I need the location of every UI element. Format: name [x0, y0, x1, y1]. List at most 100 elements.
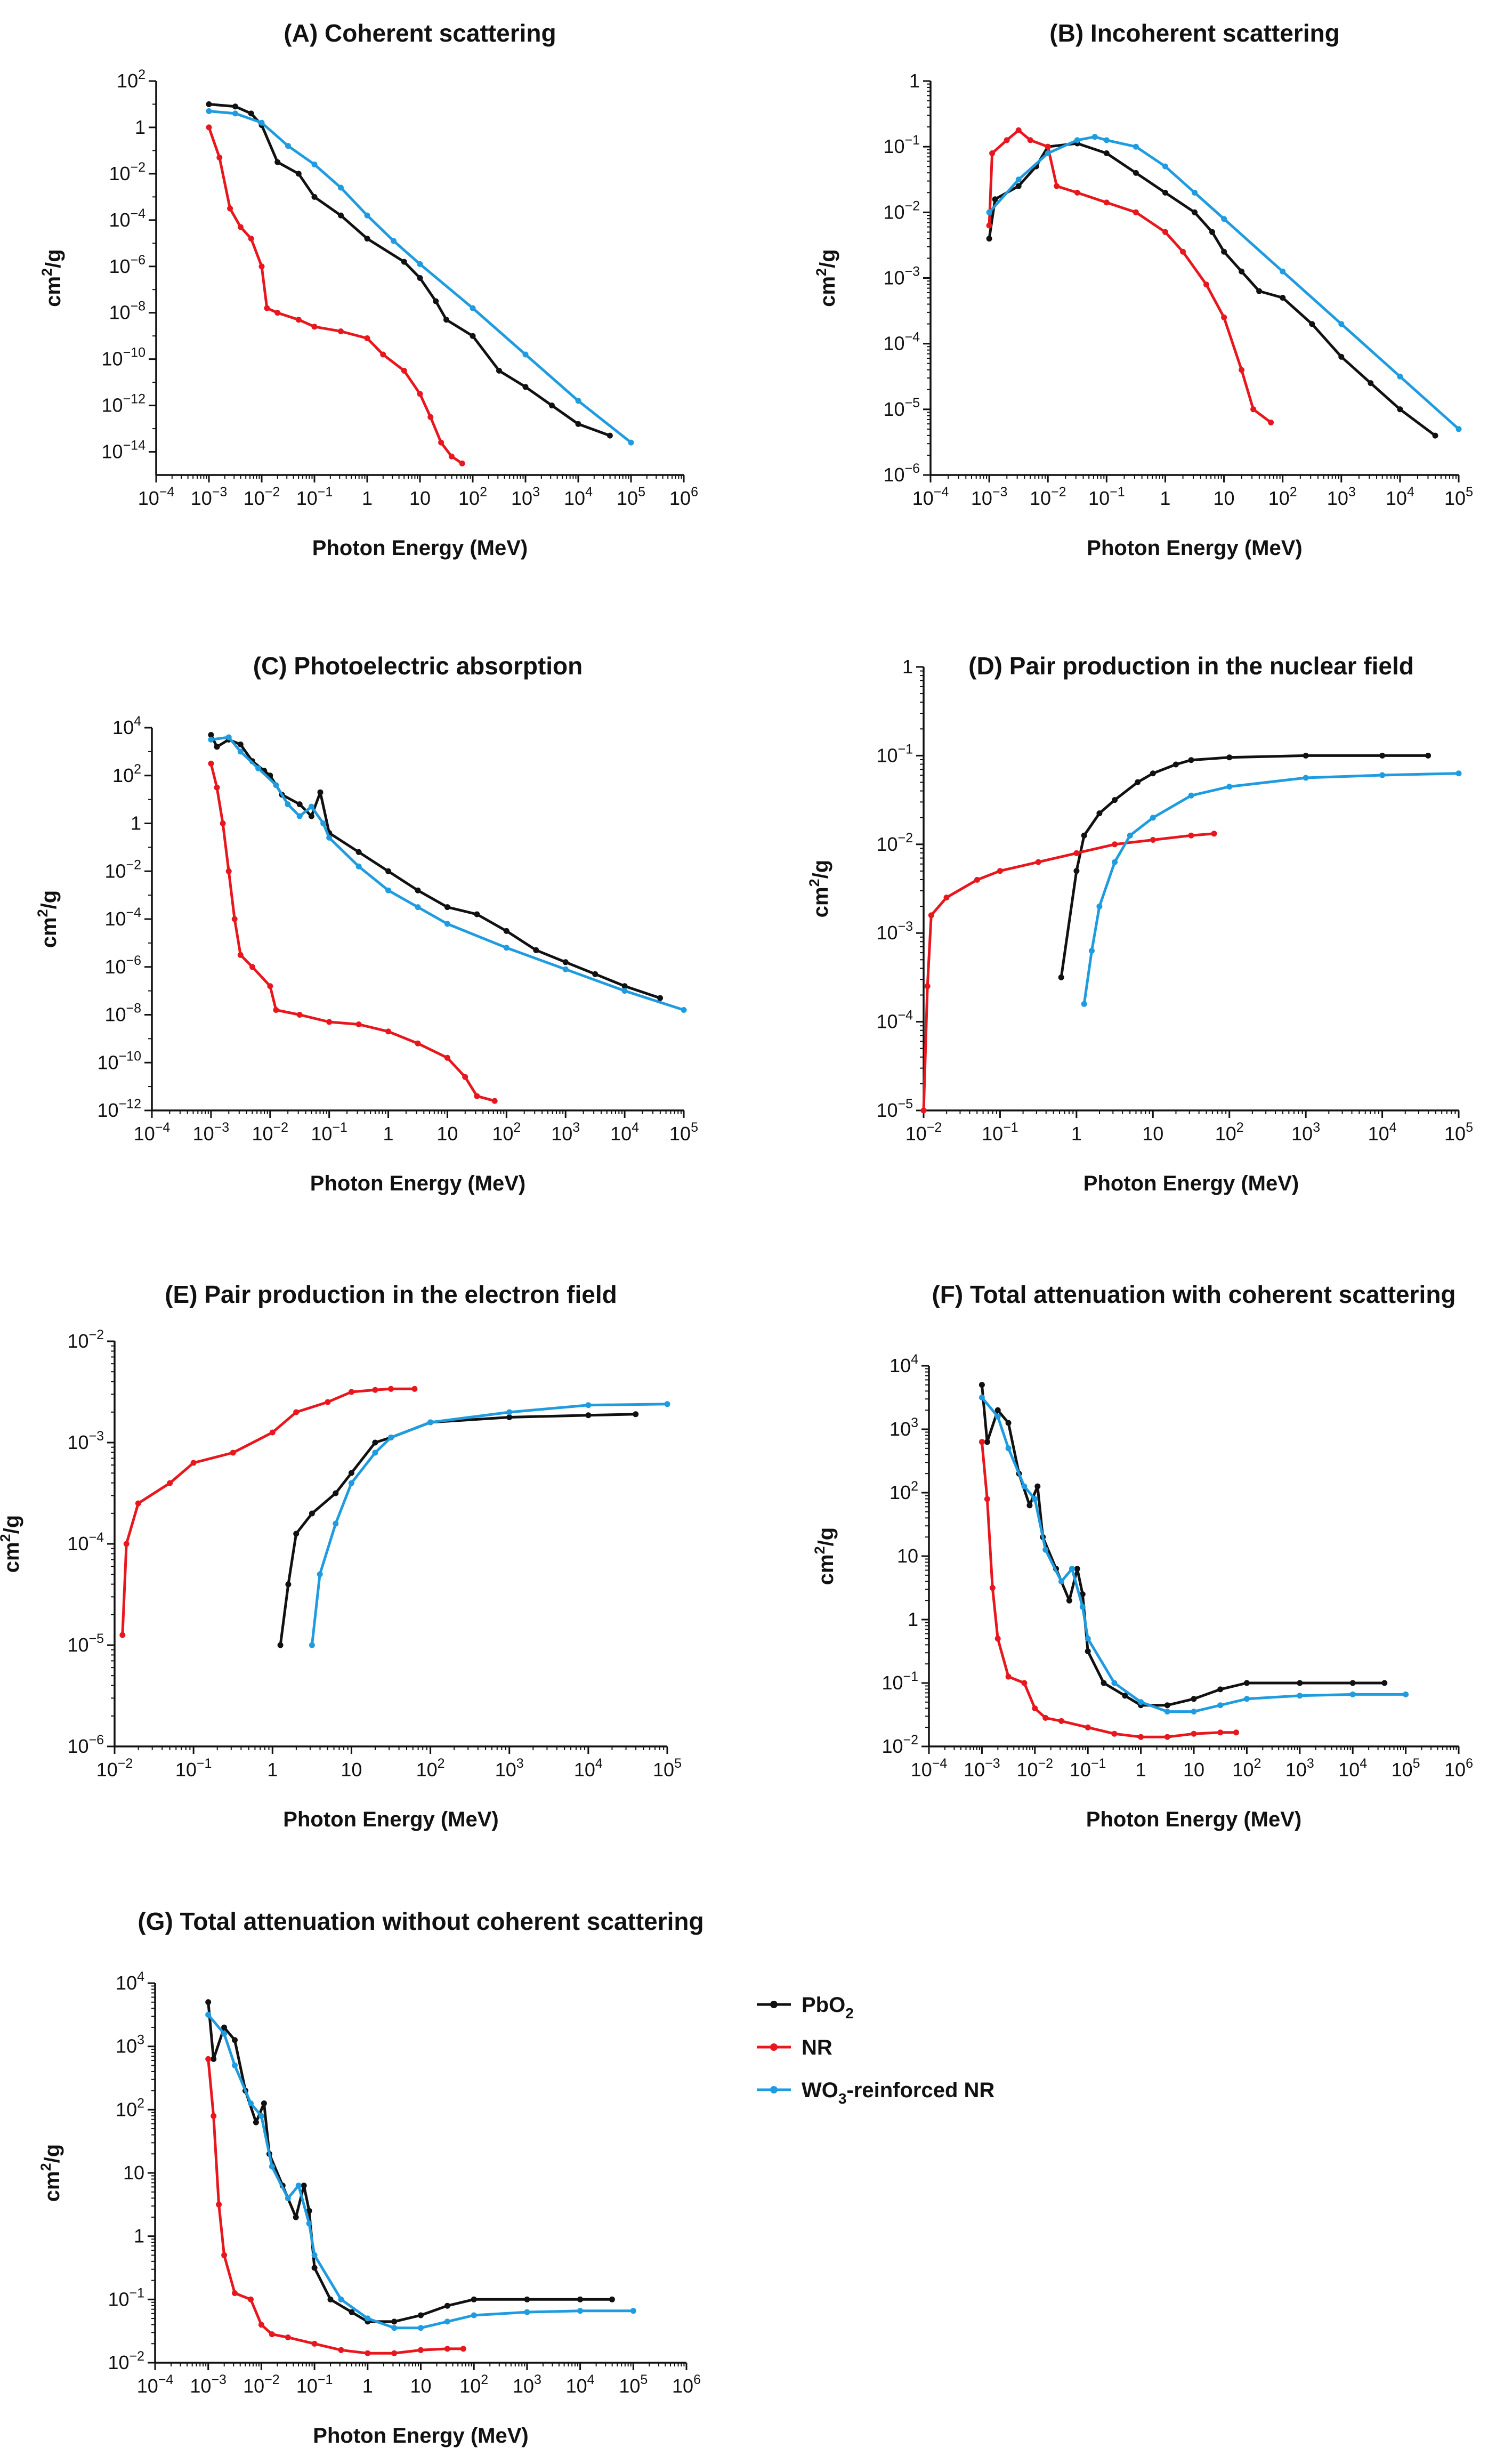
data-point-PbO2 — [1432, 432, 1438, 439]
data-point-NR — [264, 305, 270, 311]
data-point-PbO2 — [1122, 1693, 1128, 1699]
data-point-WO3_NR — [348, 1480, 354, 1486]
data-point-WO3_NR — [1221, 216, 1227, 222]
data-point-NR — [338, 328, 344, 334]
data-point-WO3_NR — [1188, 792, 1194, 799]
x-tick-label: 104 — [610, 1120, 639, 1145]
series-line-PbO2 — [207, 2002, 612, 2323]
y-axis-label: cm2/g — [812, 1527, 838, 1585]
x-tick-label: 104 — [566, 2372, 595, 2397]
data-point-PbO2 — [301, 2183, 307, 2189]
data-point-NR — [1164, 1734, 1170, 1740]
data-point-NR — [355, 1021, 362, 1027]
data-point-WO3_NR — [306, 2220, 312, 2227]
data-point-WO3_NR — [1349, 1691, 1356, 1697]
x-tick-label: 106 — [669, 485, 698, 509]
data-point-PbO2 — [1164, 1702, 1170, 1709]
data-point-NR — [1032, 1705, 1038, 1712]
data-point-PbO2 — [1133, 170, 1139, 176]
x-tick-label: 10−2 — [1030, 485, 1066, 509]
data-point-PbO2 — [1112, 797, 1118, 803]
y-tick-label: 104 — [116, 1969, 144, 1994]
data-point-PbO2 — [562, 959, 569, 965]
x-tick-label: 10−1 — [1070, 1756, 1106, 1781]
data-point-NR — [231, 916, 238, 922]
data-point-WO3_NR — [1005, 1445, 1012, 1452]
data-point-NR — [986, 222, 992, 229]
data-point-PbO2 — [401, 259, 407, 265]
y-tick-label: 1 — [131, 812, 141, 834]
series-line-NR — [922, 832, 1215, 1111]
data-point-WO3_NR — [295, 2183, 302, 2189]
data-point-PbO2 — [1096, 810, 1103, 817]
data-point-PbO2 — [585, 1412, 592, 1419]
data-point-NR — [167, 1480, 173, 1486]
data-point-NR — [295, 317, 302, 323]
y-tick-label: 104 — [112, 714, 141, 738]
data-point-WO3_NR — [225, 734, 232, 740]
data-point-PbO2 — [1309, 321, 1315, 327]
data-point-PbO2 — [293, 1531, 300, 1537]
data-point-PbO2 — [317, 789, 324, 795]
data-point-PbO2 — [1221, 248, 1227, 255]
panel-F: (F) Total attenuation with coherent scat… — [812, 1281, 1473, 1831]
data-point-WO3_NR — [326, 834, 333, 841]
y-tick-label: 10−2 — [882, 1733, 918, 1757]
x-tick-label: 105 — [669, 1120, 698, 1145]
y-tick-label: 103 — [889, 1415, 918, 1440]
data-point-PbO2 — [1338, 353, 1345, 360]
data-point-NR — [293, 1409, 300, 1415]
x-tick-label: 10−3 — [193, 1120, 230, 1145]
data-point-NR — [205, 2056, 212, 2062]
data-point-PbO2 — [443, 317, 449, 323]
y-tick-label: 10−2 — [104, 857, 141, 882]
data-point-PbO2 — [979, 1382, 985, 1388]
data-point-NR — [474, 1093, 480, 1099]
data-point-PbO2 — [984, 1439, 990, 1445]
y-tick-label: 10−6 — [67, 1733, 104, 1757]
data-point-PbO2 — [309, 1510, 315, 1517]
x-tick-label: 103 — [1327, 485, 1356, 509]
x-tick-label: 102 — [458, 485, 487, 509]
data-point-PbO2 — [575, 421, 581, 427]
data-point-PbO2 — [221, 2024, 228, 2031]
x-tick-label: 10−3 — [191, 485, 228, 509]
data-point-WO3_NR — [1243, 1696, 1250, 1702]
data-point-PbO2 — [333, 1490, 339, 1496]
legend-item-NR: NR — [757, 2036, 832, 2059]
data-point-NR — [1112, 841, 1118, 848]
data-point-WO3_NR — [1069, 1566, 1075, 1572]
data-point-PbO2 — [1303, 752, 1309, 759]
data-point-WO3_NR — [524, 2309, 530, 2315]
data-point-WO3_NR — [1403, 1691, 1409, 1697]
data-point-PbO2 — [327, 2296, 334, 2302]
data-point-NR — [248, 2296, 254, 2302]
data-point-WO3_NR — [1297, 1693, 1303, 1699]
data-point-PbO2 — [992, 196, 998, 203]
data-point-PbO2 — [277, 1642, 284, 1648]
data-point-NR — [1027, 137, 1033, 143]
data-point-PbO2 — [1026, 1502, 1033, 1509]
data-point-PbO2 — [1239, 268, 1245, 275]
y-tick-label: 1 — [908, 1608, 918, 1630]
data-point-NR — [1074, 189, 1080, 196]
x-tick-label: 106 — [672, 2372, 701, 2397]
data-point-PbO2 — [296, 801, 303, 808]
x-tick-label: 10−4 — [137, 2372, 174, 2397]
data-point-NR — [225, 868, 232, 874]
data-point-PbO2 — [1172, 761, 1179, 768]
y-tick-label: 10−3 — [876, 919, 913, 944]
data-point-NR — [427, 414, 434, 420]
data-point-WO3_NR — [1032, 1496, 1038, 1502]
data-point-WO3_NR — [1191, 1709, 1197, 1715]
data-point-NR — [438, 439, 444, 446]
data-point-PbO2 — [524, 2296, 530, 2302]
data-point-NR — [920, 1107, 927, 1114]
x-tick-label: 10−2 — [1017, 1756, 1054, 1781]
data-point-WO3_NR — [1079, 1604, 1086, 1610]
series-line-NR — [980, 1442, 1236, 1738]
x-tick-label: 105 — [1444, 485, 1473, 509]
panel-title-C: (C) Photoelectric absorption — [253, 652, 583, 680]
data-point-WO3_NR — [1045, 150, 1051, 156]
data-point-NR — [1150, 837, 1156, 843]
